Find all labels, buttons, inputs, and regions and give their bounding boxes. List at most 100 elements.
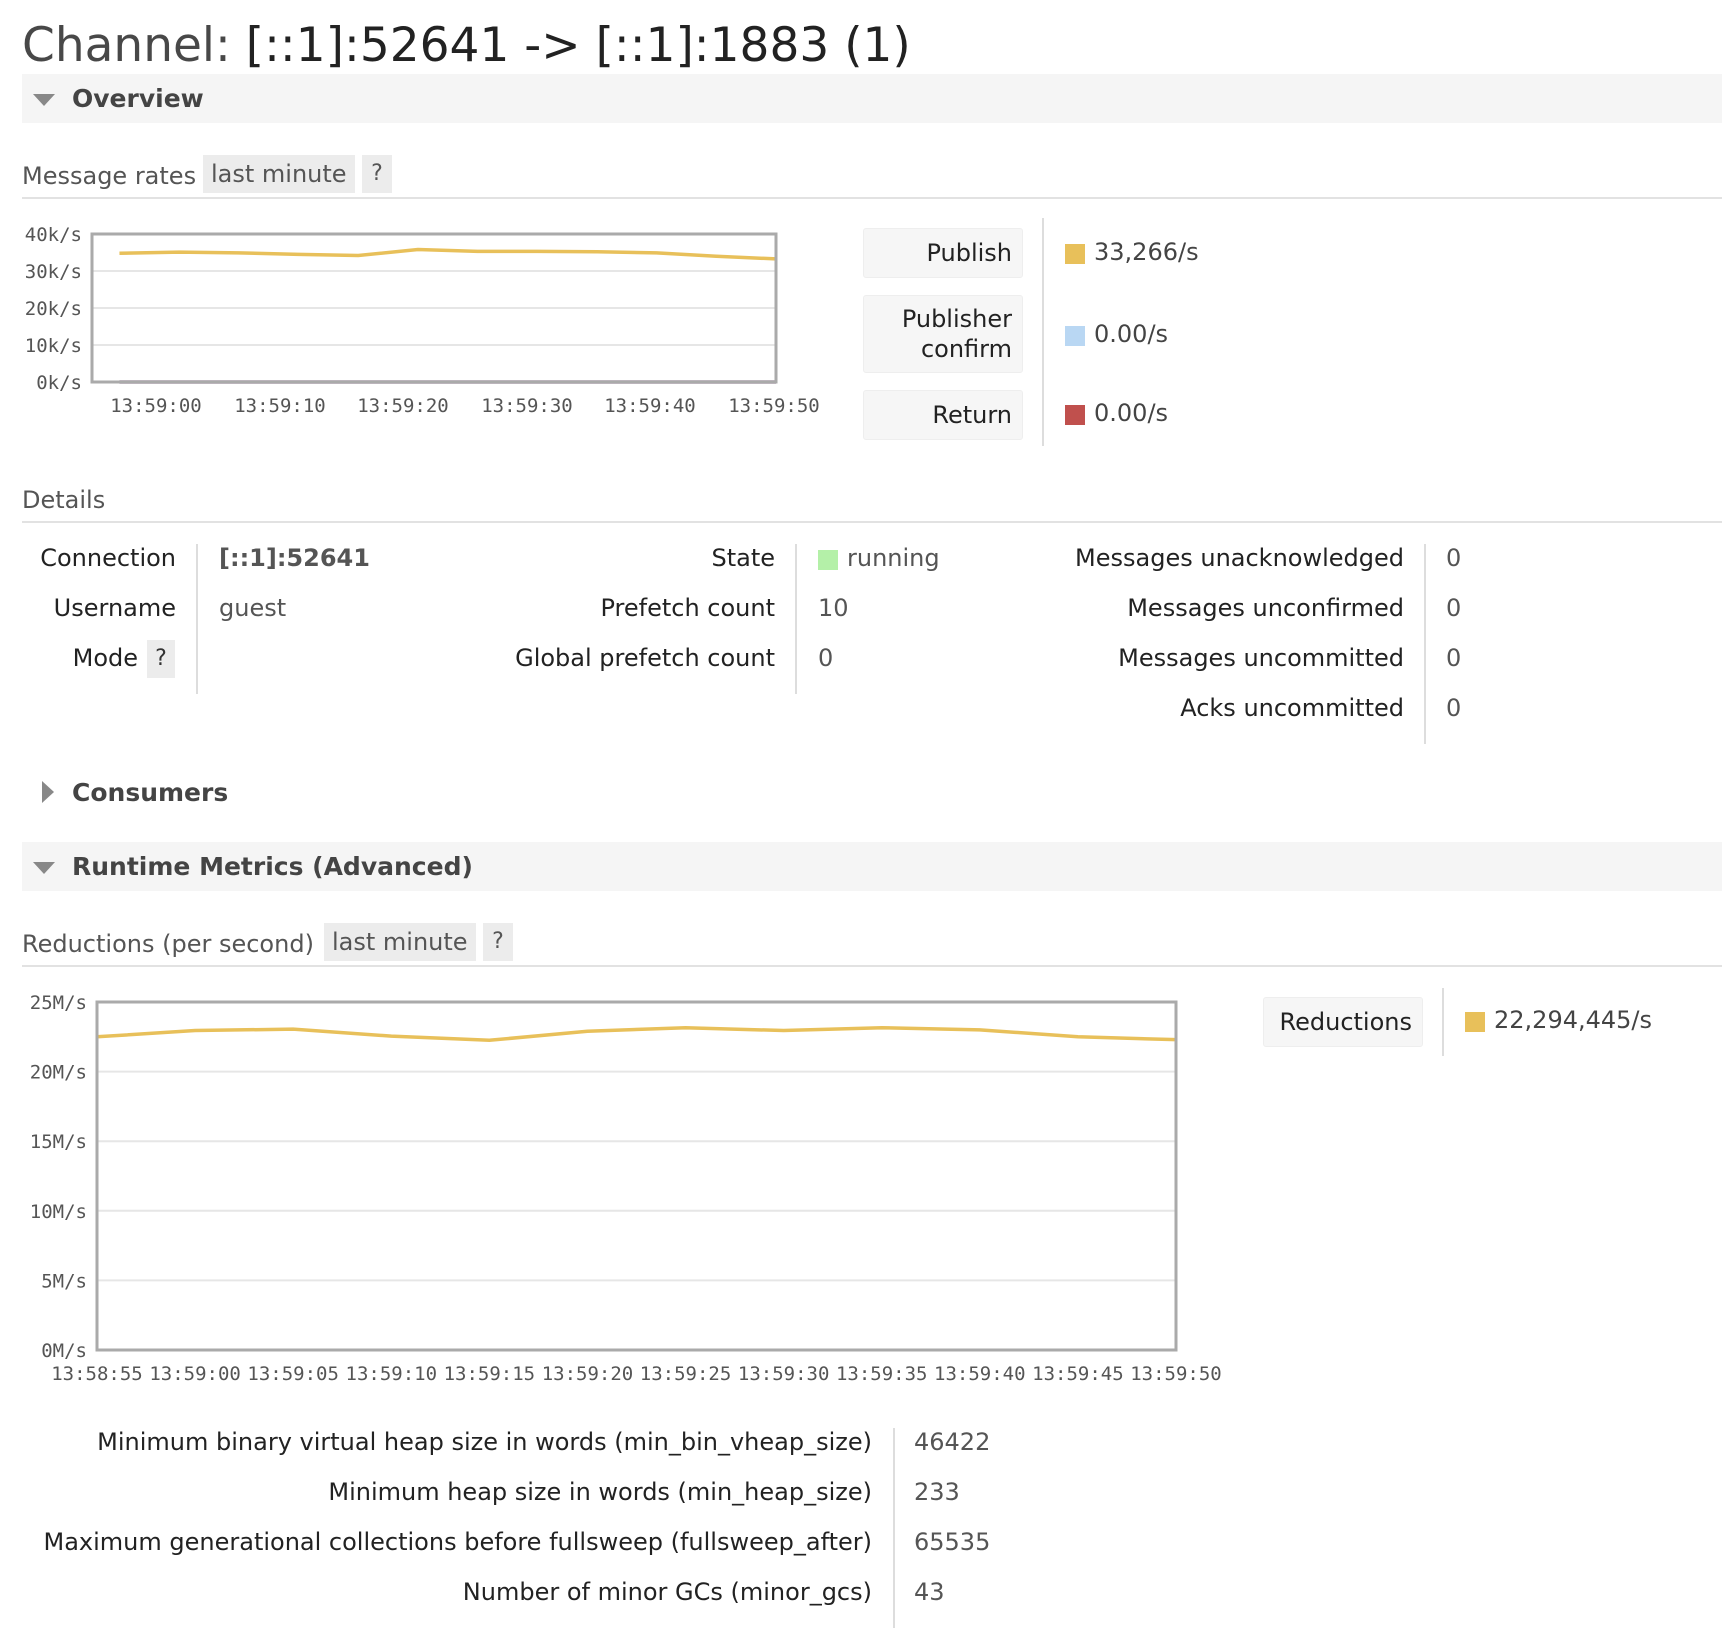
help-button[interactable]: ? — [362, 155, 392, 193]
page-title: Channel: [::1]:52641 -> [::1]:1883 (1) — [22, 12, 911, 80]
legend-value-reductions: 22,294,445/s — [1494, 1006, 1653, 1034]
legend-button-reductions[interactable]: Reductions — [1263, 997, 1423, 1047]
y-tick-label: 15M/s — [30, 1131, 87, 1153]
legend-value-publish: 33,266/s — [1094, 238, 1199, 266]
message-rates-label: Message rates — [22, 162, 197, 190]
state-indicator — [818, 550, 838, 570]
metric-value-min-bin-vheap: 46422 — [914, 1428, 991, 1456]
legend-label-publisher-confirm-2: confirm — [920, 335, 1012, 363]
reductions-chart: 0M/s 5M/s 10M/s 15M/s 20M/s 25M/s 13:58:55 13:5… — [30, 992, 1222, 1385]
details-state-value: running — [847, 544, 940, 572]
range-selector[interactable]: last minute — [203, 155, 355, 193]
legend-swatch-reductions — [1465, 1012, 1485, 1032]
collapse-arrow-icon — [33, 862, 55, 874]
legend-label-publish: Publish — [926, 239, 1012, 267]
mode-help-button[interactable]: ? — [147, 640, 175, 678]
page-title-name: [::1]:52641 -> [::1]:1883 (1) — [245, 18, 911, 73]
legend-divider — [1442, 988, 1444, 1056]
help-button[interactable]: ? — [483, 923, 513, 961]
details-username-value: guest — [219, 594, 287, 622]
details-global-prefetch-label: Global prefetch count — [515, 644, 775, 672]
legend-button-return[interactable]: Return — [863, 390, 1023, 440]
legend-swatch-return — [1065, 405, 1085, 425]
runtime-section-header[interactable]: Runtime Metrics (Advanced) — [22, 842, 1722, 891]
details-prefetch-value: 10 — [818, 594, 849, 622]
y-tick-label: 10M/s — [30, 1201, 87, 1223]
details-connection-label: Connection — [40, 544, 176, 572]
y-tick-label: 25M/s — [30, 992, 87, 1014]
y-tick-label: 40k/s — [25, 224, 82, 246]
x-tick-label: 13:58:55 — [51, 1363, 143, 1385]
x-tick-label: 13:59:10 — [234, 395, 326, 417]
series-line-reductions — [96, 1026, 1177, 1043]
y-tick-label: 0M/s — [41, 1340, 87, 1362]
legend-swatch-publisher-confirm — [1065, 326, 1085, 346]
details-unconfirmed-value: 0 — [1446, 594, 1462, 622]
x-tick-label: 13:59:00 — [110, 395, 202, 417]
series-line-publish — [119, 247, 777, 261]
details-col2-divider — [795, 544, 797, 694]
x-tick-label: 13:59:40 — [934, 1363, 1026, 1385]
y-tick-label: 20k/s — [25, 298, 82, 320]
details-label: Details — [22, 486, 106, 514]
legend-button-publish[interactable]: Publish — [863, 228, 1023, 278]
legend-button-publisher-confirm[interactable]: Publisher confirm — [863, 295, 1023, 373]
reductions-label: Reductions (per second) — [22, 930, 314, 958]
legend-label-reductions: Reductions — [1279, 1008, 1412, 1036]
message-rates-chart: 0k/s 10k/s 20k/s 30k/s 40k/s 13:59:00 13:59:10… — [25, 224, 820, 417]
details-unacked-label: Messages unacknowledged — [1075, 544, 1404, 572]
details-uncommitted-value: 0 — [1446, 644, 1462, 672]
x-tick-label: 13:59:15 — [444, 1363, 536, 1385]
x-tick-label: 13:59:45 — [1032, 1363, 1124, 1385]
y-tick-label: 5M/s — [41, 1270, 87, 1292]
details-unconfirmed-label: Messages unconfirmed — [1127, 594, 1404, 622]
details-uncommitted-label: Messages uncommitted — [1118, 644, 1404, 672]
range-selector[interactable]: last minute — [324, 923, 476, 961]
legend-label-return: Return — [932, 401, 1012, 429]
x-tick-label: 13:59:00 — [149, 1363, 241, 1385]
details-global-prefetch-value: 0 — [818, 644, 834, 672]
overview-section-header[interactable]: Overview — [22, 74, 1722, 123]
x-tick-label: 13:59:50 — [1130, 1363, 1222, 1385]
details-col1-divider — [196, 544, 198, 694]
x-tick-label: 13:59:25 — [640, 1363, 732, 1385]
details-col3-divider — [1424, 544, 1426, 744]
legend-value-return: 0.00/s — [1094, 399, 1169, 427]
consumers-section-header[interactable]: Consumers — [22, 768, 1722, 817]
collapse-arrow-icon — [33, 94, 55, 106]
legend-label-publisher-confirm-1: Publisher — [901, 305, 1012, 333]
details-acks-uncommitted-value: 0 — [1446, 694, 1462, 722]
details-username-label: Username — [53, 594, 176, 622]
metric-label-min-bin-vheap: Minimum binary virtual heap size in word… — [97, 1428, 872, 1456]
metric-label-fullsweep: Maximum generational collections before … — [43, 1528, 872, 1556]
details-unacked-value: 0 — [1446, 544, 1462, 572]
x-tick-label: 13:59:35 — [836, 1363, 928, 1385]
x-tick-label: 13:59:20 — [542, 1363, 634, 1385]
expand-arrow-icon — [42, 781, 54, 803]
x-tick-label: 13:59:20 — [357, 395, 449, 417]
legend-divider — [1042, 218, 1044, 446]
reductions-header: Reductions (per second) last minute ? — [22, 923, 1722, 967]
details-mode-label: Mode — [72, 644, 138, 672]
page-title-prefix: Channel: — [22, 18, 231, 73]
metric-label-minor-gcs: Number of minor GCs (minor_gcs) — [462, 1578, 872, 1606]
runtime-section-label: Runtime Metrics (Advanced) — [72, 852, 473, 881]
x-tick-label: 13:59:40 — [604, 395, 696, 417]
details-prefetch-label: Prefetch count — [600, 594, 775, 622]
x-tick-label: 13:59:50 — [728, 395, 820, 417]
metrics-divider — [893, 1428, 895, 1628]
metric-value-minor-gcs: 43 — [914, 1578, 945, 1606]
chart-frame — [95, 1000, 1178, 1352]
x-tick-label: 13:59:30 — [481, 395, 573, 417]
details-header: Details — [22, 479, 1722, 523]
metric-label-min-heap: Minimum heap size in words (min_heap_siz… — [328, 1478, 872, 1506]
details-acks-uncommitted-label: Acks uncommitted — [1180, 694, 1404, 722]
legend-swatch-publish — [1065, 244, 1085, 264]
metric-value-fullsweep: 65535 — [914, 1528, 991, 1556]
details-connection-value[interactable]: [::1]:52641 — [219, 544, 370, 572]
x-tick-label: 13:59:05 — [247, 1363, 339, 1385]
y-tick-label: 30k/s — [25, 261, 82, 283]
y-tick-label: 0k/s — [36, 372, 82, 394]
overview-section-label: Overview — [72, 84, 204, 113]
metric-value-min-heap: 233 — [914, 1478, 960, 1506]
